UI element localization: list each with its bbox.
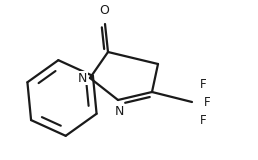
Text: F: F <box>200 113 207 127</box>
Text: F: F <box>204 96 211 108</box>
Text: N: N <box>114 105 124 118</box>
Text: F: F <box>200 77 207 91</box>
Text: O: O <box>99 4 109 17</box>
Text: N: N <box>78 72 87 84</box>
